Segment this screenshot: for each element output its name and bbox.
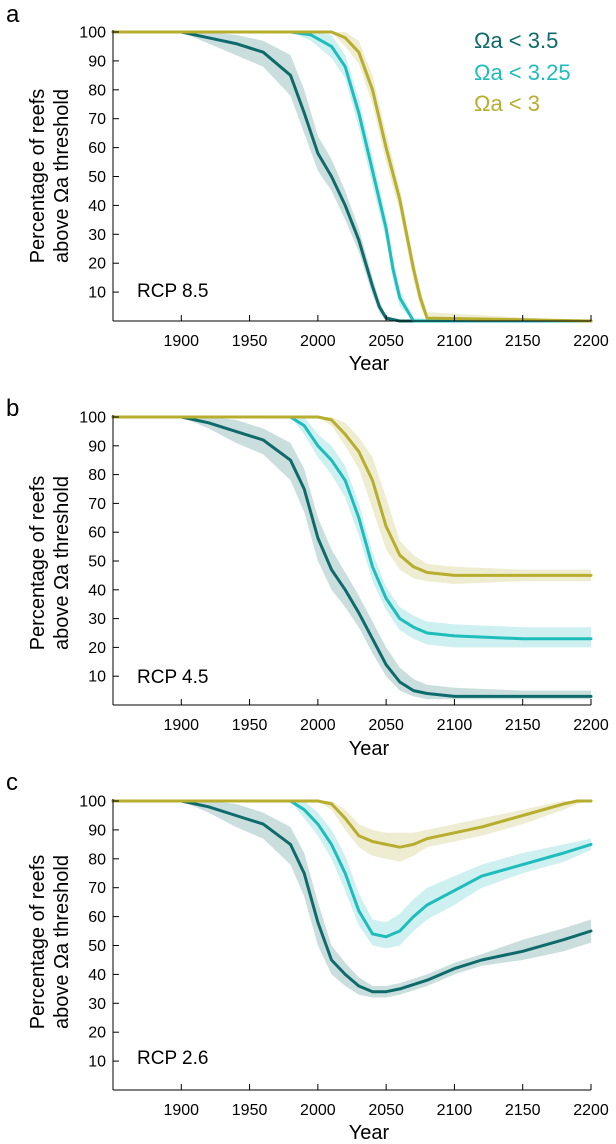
series-band-0 <box>113 417 591 700</box>
series-line-1 <box>111 799 593 939</box>
scenario-label: RCP 4.5 <box>137 667 208 688</box>
x-tick-label: 1900 <box>163 1102 199 1119</box>
x-tick-label: 2050 <box>368 717 404 734</box>
series-line-0 <box>111 30 593 323</box>
x-tick-label: 1950 <box>232 1102 268 1119</box>
x-tick-label: 2200 <box>573 717 609 734</box>
y-tick-label: 30 <box>88 227 106 244</box>
series-line-2 <box>111 30 593 323</box>
x-tick-label: 2050 <box>368 1102 404 1119</box>
x-tick-label: 2150 <box>505 333 541 350</box>
series-line-2 <box>111 415 593 577</box>
y-axis-title: Percentage of reefs above Ωa threshold <box>27 855 73 1030</box>
y-axis-title-line1: Percentage of reefs <box>27 855 49 1030</box>
y-tick-label: 20 <box>88 1025 106 1042</box>
y-tick-label: 100 <box>79 410 106 427</box>
y-axis-title: Percentage of reefs above Ωa threshold <box>27 89 73 264</box>
plot-area: 10 20 30 40 50 60 70 80 90 100 1900 1950 2000 2050 210… <box>79 410 609 735</box>
panel-letter: c <box>6 769 18 796</box>
scenario-label: RCP 2.6 <box>137 1048 208 1069</box>
plot-area: 10 20 30 40 50 60 70 80 90 100 1900 1950 2000 2050 210… <box>79 25 609 351</box>
panel-c: c Percentage of reefs above Ωa threshold… <box>6 769 609 1144</box>
y-tick-label: 30 <box>88 996 106 1013</box>
y-tick-label: 80 <box>88 851 106 868</box>
series-band-2 <box>113 417 591 584</box>
y-tick-label: 100 <box>79 794 106 811</box>
x-axis-title: Year <box>349 738 390 760</box>
y-tick-label: 90 <box>88 53 106 70</box>
series-line-2 <box>111 799 593 849</box>
y-tick-label: 70 <box>88 496 106 513</box>
y-tick-label: 10 <box>88 1054 106 1071</box>
y-tick-label: 40 <box>88 967 106 984</box>
y-axis-title-line1: Percentage of reefs <box>27 476 49 651</box>
y-tick-label: 80 <box>88 82 106 99</box>
x-tick-label: 2150 <box>505 717 541 734</box>
x-axis-title: Year <box>349 1122 390 1144</box>
x-axis-title: Year <box>349 353 390 375</box>
x-tick-label: 2200 <box>573 1102 609 1119</box>
y-tick-label: 50 <box>88 554 106 571</box>
x-tick-label: 2100 <box>437 1102 473 1119</box>
y-tick-label: 10 <box>88 669 106 686</box>
x-tick-label: 2100 <box>437 333 473 350</box>
plot-area: 10 20 30 40 50 60 70 80 90 100 1900 1950 2000 2050 210… <box>79 794 609 1120</box>
x-tick-label: 1950 <box>232 333 268 350</box>
y-tick-label: 40 <box>88 198 106 215</box>
y-axis-title-line2: above Ωa threshold <box>51 89 73 263</box>
y-tick-label: 90 <box>88 822 106 839</box>
x-tick-label: 2000 <box>300 1102 336 1119</box>
y-axis-title: Percentage of reefs above Ωa threshold <box>27 476 73 651</box>
scenario-label: RCP 8.5 <box>137 281 208 302</box>
y-axis-title-line2: above Ωa threshold <box>51 855 73 1029</box>
panel-a: a Percentage of reefs above Ωa threshold… <box>6 1 609 375</box>
y-tick-label: 10 <box>88 285 106 302</box>
x-tick-label: 1950 <box>232 717 268 734</box>
x-tick-label: 2000 <box>300 333 336 350</box>
y-tick-label: 60 <box>88 909 106 926</box>
panel-letter: a <box>6 1 20 28</box>
x-tick-label: 1900 <box>163 333 199 350</box>
x-tick-label: 2200 <box>573 333 609 350</box>
series-band-2 <box>113 801 591 862</box>
y-axis-title-line1: Percentage of reefs <box>27 89 49 264</box>
x-tick-label: 2000 <box>300 717 336 734</box>
y-tick-label: 70 <box>88 111 106 128</box>
y-tick-label: 100 <box>79 25 106 42</box>
y-tick-label: 60 <box>88 140 106 157</box>
y-tick-label: 20 <box>88 256 106 273</box>
y-tick-label: 80 <box>88 467 106 484</box>
y-tick-label: 50 <box>88 169 106 186</box>
legend: Ωa < 3.5 Ωa < 3.25 Ωa < 3 <box>474 28 571 116</box>
series-line-0 <box>111 799 593 994</box>
series-band-1 <box>113 801 591 949</box>
y-axis-title-line2: above Ωa threshold <box>51 476 73 650</box>
x-tick-label: 2100 <box>437 717 473 734</box>
y-tick-label: 20 <box>88 640 106 657</box>
y-tick-label: 50 <box>88 938 106 955</box>
panel-letter: b <box>6 395 19 422</box>
panel-b: b Percentage of reefs above Ωa threshold… <box>6 395 609 760</box>
y-tick-label: 40 <box>88 582 106 599</box>
legend-item-omega-3-5: Ωa < 3.5 <box>474 28 558 53</box>
legend-item-omega-3-25: Ωa < 3.25 <box>474 60 571 85</box>
x-tick-label: 1900 <box>163 717 199 734</box>
series-line-0 <box>111 415 593 698</box>
y-tick-label: 30 <box>88 611 106 628</box>
legend-item-omega-3: Ωa < 3 <box>474 91 540 116</box>
x-tick-label: 2150 <box>505 1102 541 1119</box>
y-tick-label: 90 <box>88 438 106 455</box>
y-tick-label: 70 <box>88 880 106 897</box>
y-tick-label: 60 <box>88 525 106 542</box>
series-line-1 <box>111 415 593 641</box>
x-tick-label: 2050 <box>368 333 404 350</box>
